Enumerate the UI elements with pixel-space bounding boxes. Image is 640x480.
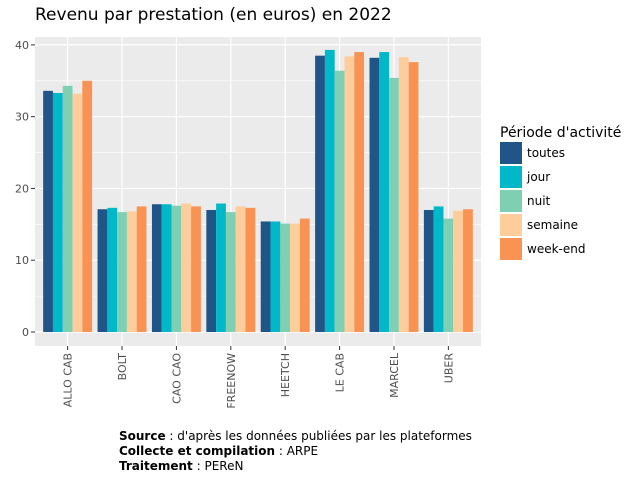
bar-freenow-jour — [216, 203, 226, 333]
bar-allo-cab-nuit — [62, 85, 73, 333]
bar-cao-cao-jour — [161, 204, 172, 333]
bar-le-cab-nuit — [334, 70, 345, 333]
y-tick-label: 40 — [15, 39, 29, 52]
caption-source-text: : d'après les données publiées par les p… — [165, 429, 472, 443]
bar-heetch-week-end — [299, 218, 310, 333]
bar-freenow-week-end — [245, 207, 256, 333]
bar-le-cab-semaine — [344, 56, 355, 333]
legend-label-week-end: week-end — [527, 242, 585, 256]
y-tick-label: 30 — [15, 111, 29, 124]
bar-marcel-toutes — [369, 57, 380, 333]
x-tick-label: UBER — [442, 353, 455, 384]
bar-uber-semaine — [453, 210, 464, 333]
bar-freenow-semaine — [235, 206, 246, 333]
bar-allo-cab-week-end — [82, 80, 93, 333]
bar-marcel-jour — [379, 52, 390, 333]
caption-source: Source : d'après les données publiées pa… — [119, 429, 472, 444]
legend-label-toutes: toutes — [527, 146, 565, 160]
y-tick-label: 10 — [15, 254, 29, 267]
x-tick-label: FREENOW — [225, 353, 238, 409]
legend-label-semaine: semaine — [527, 218, 578, 232]
legend-label-jour: jour — [526, 170, 550, 184]
chart-title: Revenu par prestation (en euros) en 2022 — [35, 5, 392, 25]
bar-cao-cao-nuit — [171, 205, 182, 333]
caption-collecte-label: Collecte et compilation — [119, 444, 276, 458]
legend-title: Période d'activité — [500, 125, 621, 141]
bar-uber-jour — [433, 206, 444, 333]
x-tick-label: LE CAB — [334, 353, 347, 392]
bar-freenow-toutes — [206, 209, 217, 333]
legend-swatch-nuit — [500, 190, 522, 212]
bar-cao-cao-week-end — [191, 206, 201, 333]
x-tick-label: HEETCH — [279, 353, 292, 397]
x-tick-label: BOLT — [116, 353, 129, 381]
bars — [43, 49, 473, 333]
caption-traitement: Traitement : PEReN — [119, 459, 243, 474]
y-axis: 0 10 20 30 40 — [15, 39, 35, 339]
bar-le-cab-jour — [324, 49, 335, 333]
bar-le-cab-week-end — [354, 52, 365, 333]
caption-collecte-text: : ARPE — [275, 444, 319, 458]
legend-label-nuit: nuit — [527, 194, 551, 208]
x-tick-label: CAO CAO — [170, 353, 183, 404]
bar-uber-week-end — [463, 209, 473, 333]
bar-cao-cao-semaine — [181, 203, 192, 333]
x-tick-label: MARCEL — [388, 352, 401, 398]
bar-heetch-jour — [270, 221, 281, 333]
bar-marcel-semaine — [398, 57, 409, 333]
bar-freenow-nuit — [225, 212, 236, 333]
x-tick-label: ALLO CAB — [62, 353, 75, 407]
x-axis: ALLO CAB BOLT CAO CAO FREENOW HEETCH LE CAB MA… — [62, 346, 455, 409]
bar-heetch-nuit — [280, 223, 291, 333]
bar-heetch-semaine — [290, 223, 300, 333]
y-tick-label: 20 — [15, 182, 29, 195]
legend-swatch-toutes — [500, 142, 522, 164]
bar-uber-nuit — [443, 218, 454, 333]
bar-allo-cab-toutes — [43, 90, 53, 333]
bar-marcel-week-end — [408, 62, 419, 333]
bar-allo-cab-jour — [52, 92, 63, 333]
bar-bolt-toutes — [97, 209, 108, 333]
bar-heetch-toutes — [260, 221, 271, 333]
bar-bolt-jour — [107, 207, 118, 333]
bar-bolt-nuit — [117, 212, 127, 333]
bar-bolt-week-end — [136, 206, 147, 333]
bar-uber-toutes — [423, 209, 434, 333]
chart: Revenu par prestation (en euros) en 2022… — [15, 5, 621, 409]
caption-traitement-text: : PEReN — [192, 459, 244, 473]
caption-collecte: Collecte et compilation : ARPE — [119, 444, 318, 459]
bar-bolt-semaine — [126, 211, 137, 333]
bar-cao-cao-toutes — [151, 204, 162, 333]
bar-marcel-nuit — [389, 77, 399, 333]
caption-source-label: Source — [119, 429, 166, 443]
caption-traitement-label: Traitement — [119, 459, 193, 473]
legend-swatch-jour — [500, 166, 522, 188]
bar-le-cab-toutes — [315, 55, 325, 333]
legend-swatch-semaine — [500, 214, 522, 236]
bar-allo-cab-semaine — [72, 93, 83, 333]
y-tick-label: 0 — [22, 326, 29, 339]
legend-swatch-week-end — [500, 238, 522, 260]
legend: Période d'activité toutes jour nuit semaine… — [500, 125, 621, 260]
